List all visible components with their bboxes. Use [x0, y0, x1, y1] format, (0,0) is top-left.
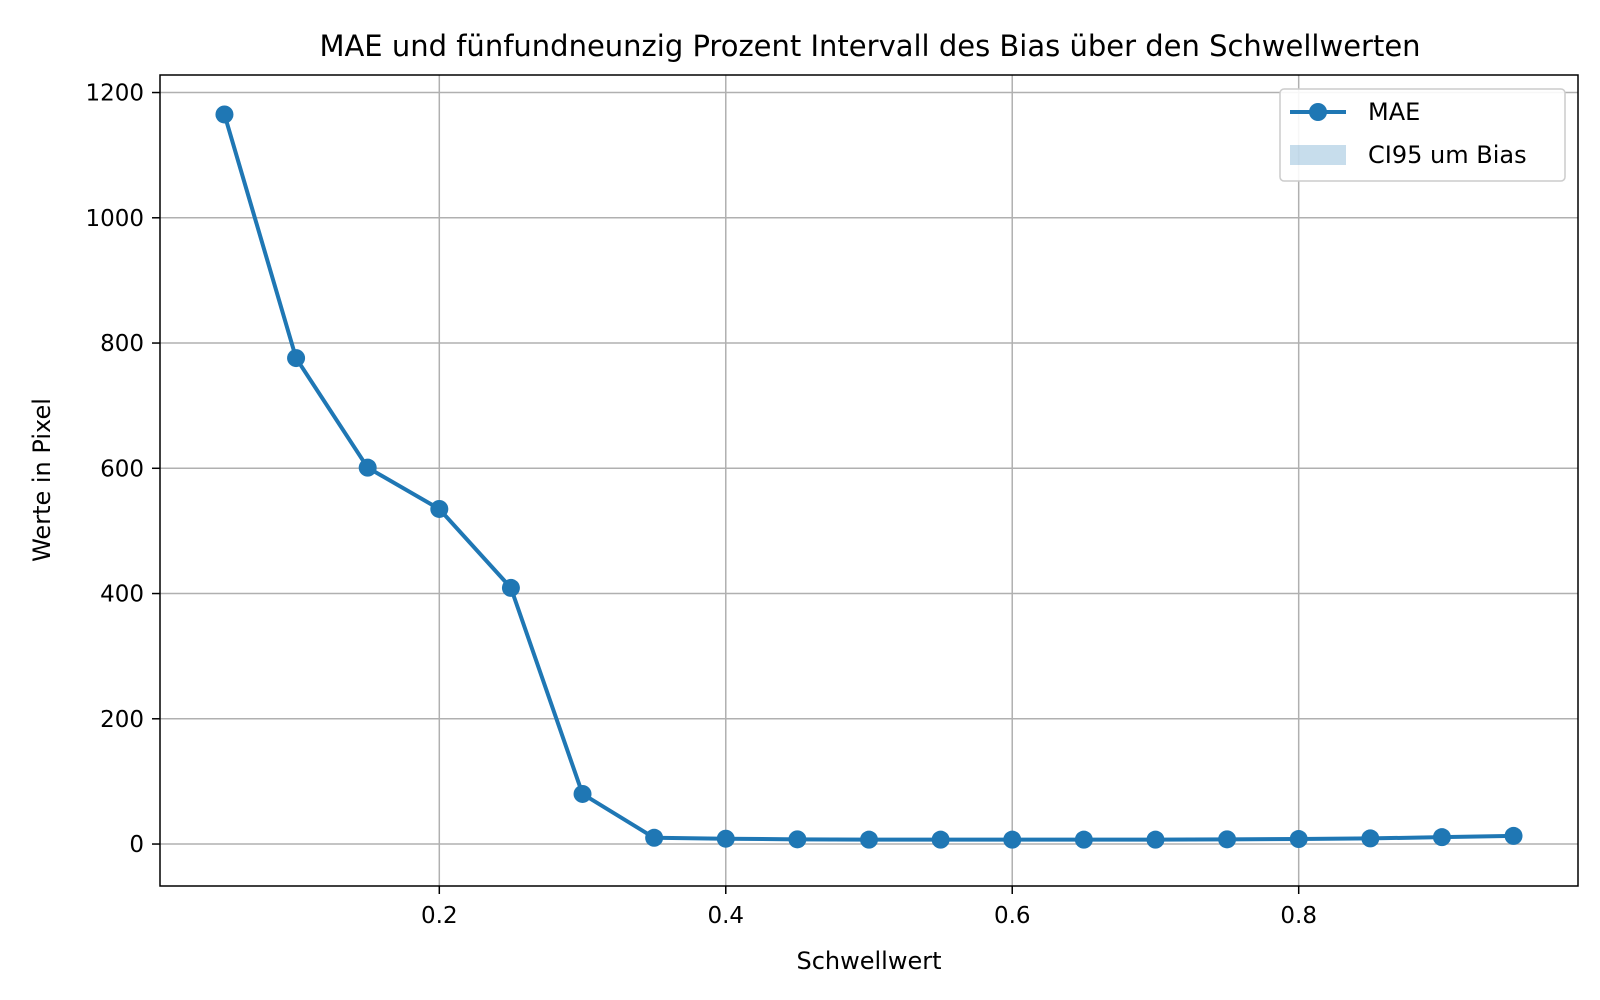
series-layer [215, 105, 1523, 849]
data-point-mae [1218, 830, 1237, 849]
y-axis-label: Werte in Pixel [28, 398, 56, 562]
legend-mae-label: MAE [1368, 98, 1420, 126]
y-tick-label: 1000 [85, 206, 144, 232]
data-point-mae [1003, 830, 1022, 849]
data-point-mae [501, 578, 520, 597]
x-axis-ticks: 0.2 0.4 0.6 0.8 [421, 886, 1317, 929]
data-point-mae [931, 830, 950, 849]
x-tick-label: 0.2 [421, 903, 458, 929]
data-point-mae [1074, 830, 1093, 849]
data-point-mae [430, 499, 449, 518]
y-tick-label: 400 [100, 582, 144, 608]
data-point-mae [358, 458, 377, 477]
x-tick-label: 0.8 [1280, 903, 1317, 929]
data-point-mae [645, 828, 664, 847]
grid-lines [160, 75, 1578, 886]
data-point-mae [573, 784, 592, 803]
x-axis-label: Schwellwert [796, 947, 941, 975]
y-tick-label: 200 [100, 707, 144, 733]
y-tick-label: 0 [129, 832, 144, 858]
data-point-mae [1432, 828, 1451, 847]
y-axis-ticks: 0 200 400 600 800 1000 1200 [85, 81, 160, 858]
y-tick-label: 1200 [85, 81, 144, 107]
y-tick-label: 800 [100, 331, 144, 357]
data-point-mae [1146, 830, 1165, 849]
y-tick-label: 600 [100, 456, 144, 482]
legend-mae-marker [1309, 103, 1327, 121]
data-point-mae [1289, 830, 1308, 849]
legend-ci95-swatch [1290, 145, 1346, 165]
data-point-mae [287, 349, 306, 368]
plot-area-frame [159, 74, 1579, 887]
data-point-mae [716, 829, 735, 848]
data-point-mae [1361, 829, 1380, 848]
chart-title: MAE und fünfundneunzig Prozent Intervall… [319, 29, 1420, 63]
legend-box [1279, 88, 1566, 182]
x-tick-label: 0.4 [707, 903, 744, 929]
series-line-mae [222, 113, 1514, 842]
x-tick-label: 0.6 [994, 903, 1031, 929]
legend-ci95-label: CI95 um Bias [1368, 141, 1527, 169]
data-point-mae [1504, 826, 1523, 845]
data-point-mae [788, 830, 807, 849]
data-point-mae [860, 830, 878, 849]
data-point-mae [215, 105, 234, 124]
legend: MAE CI95 um Bias [1279, 88, 1566, 182]
